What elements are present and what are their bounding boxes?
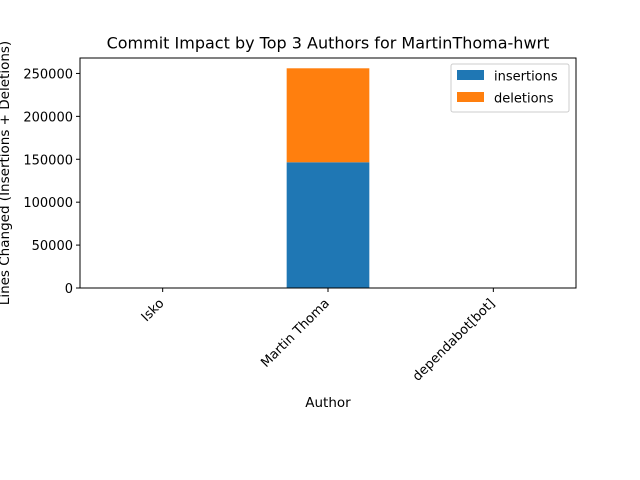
bars-layer	[286, 68, 370, 288]
bar-insertions-1	[286, 162, 370, 288]
y-tick-label-1: 50000	[32, 239, 73, 254]
legend-label-deletions: deletions	[494, 92, 554, 107]
y-axis: 0 50000 100000 150000 200000 250000	[23, 67, 80, 297]
y-tick-label-3: 150000	[23, 153, 73, 168]
bar-deletions-1	[286, 68, 370, 163]
y-tick-label-2: 100000	[23, 196, 73, 211]
y-tick-label-4: 200000	[23, 110, 73, 125]
legend: insertions deletions	[450, 63, 570, 113]
chart-title: Commit Impact by Top 3 Authors for Marti…	[107, 34, 550, 53]
legend-swatch-deletions	[457, 92, 484, 102]
y-tick-label-0: 0	[65, 282, 73, 297]
legend-swatch-insertions	[457, 70, 484, 80]
x-axis-label: Author	[305, 395, 351, 411]
y-axis-label: Lines Changed (Insertions + Deletions)	[0, 41, 13, 305]
y-tick-label-5: 250000	[23, 67, 73, 82]
legend-label-insertions: insertions	[494, 70, 558, 85]
